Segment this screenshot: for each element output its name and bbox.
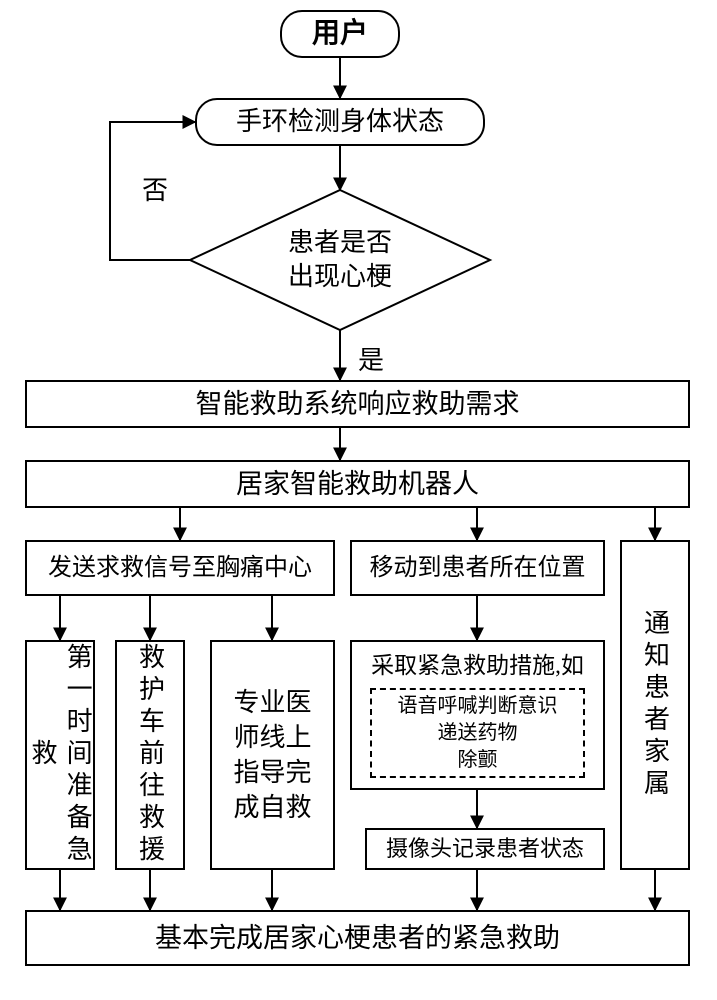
node-robot: 居家智能救助机器人 (25, 460, 690, 508)
node-doctor-label: 专业医师线上指导完成自救 (230, 685, 315, 825)
node-camera-label: 摄像头记录患者状态 (386, 834, 584, 864)
node-band: 手环检测身体状态 (195, 98, 485, 146)
node-user: 用户 (280, 10, 400, 58)
node-done: 基本完成居家心梗患者的紧急救助 (25, 910, 690, 966)
node-move-to: 移动到患者所在位置 (350, 540, 605, 596)
node-band-label: 手环检测身体状态 (236, 104, 444, 139)
node-send-signal-label: 发送求救信号至胸痛中心 (48, 552, 312, 584)
measures-l1: 语音呼喊判断意识 (398, 693, 558, 720)
measures-l2: 递送药物 (438, 720, 518, 747)
label-no: 否 (140, 170, 170, 207)
node-notify-label: 通知患者家属 (637, 609, 672, 801)
node-camera: 摄像头记录患者状态 (365, 828, 605, 870)
flowchart-canvas: 用户 手环检测身体状态 患者是否 出现心梗 否 是 智能救助系统响应救助需求 居… (0, 0, 717, 1000)
node-send-signal: 发送求救信号至胸痛中心 (25, 540, 335, 596)
node-decision-text: 患者是否 出现心梗 (240, 226, 440, 294)
node-user-label: 用户 (312, 15, 368, 53)
measures-l3: 除颤 (458, 747, 498, 774)
node-move-to-label: 移动到患者所在位置 (370, 552, 586, 584)
node-robot-label: 居家智能救助机器人 (236, 466, 479, 502)
decision-line1: 患者是否 (240, 226, 440, 260)
node-doctor: 专业医师线上指导完成自救 (210, 640, 335, 870)
node-ambulance: 救护车前往救援 (115, 640, 185, 870)
node-first-aid-label: 第一时间准备急救 (25, 642, 95, 868)
node-respond-label: 智能救助系统响应救助需求 (196, 386, 520, 422)
node-done-label: 基本完成居家心梗患者的紧急救助 (155, 920, 560, 956)
node-first-aid: 第一时间准备急救 (25, 640, 95, 870)
label-yes: 是 (356, 340, 386, 377)
node-ambulance-label: 救护车前往救援 (132, 643, 167, 867)
node-measures-label: 采取紧急救助措施,如 (371, 650, 584, 681)
decision-line2: 出现心梗 (240, 260, 440, 294)
node-notify: 通知患者家属 (620, 540, 690, 870)
node-measures-inner: 语音呼喊判断意识 递送药物 除颤 (370, 688, 585, 778)
node-respond: 智能救助系统响应救助需求 (25, 380, 690, 428)
